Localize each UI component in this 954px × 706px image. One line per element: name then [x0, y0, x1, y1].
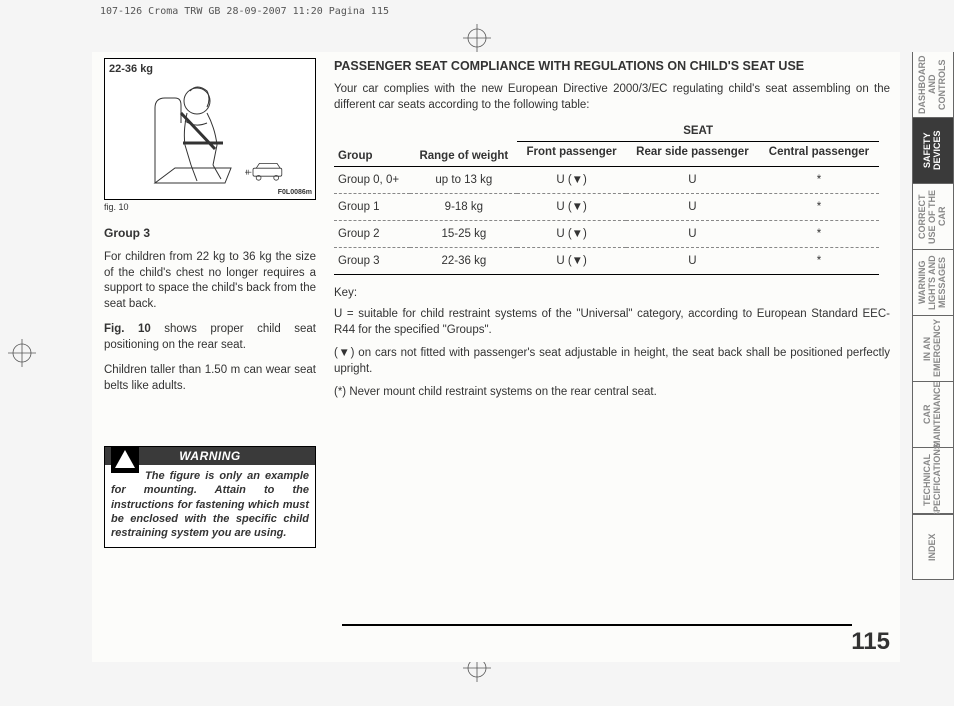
side-tab[interactable]: CAR MAINTENANCE — [912, 382, 954, 448]
table-body: Group 0, 0+up to 13 kgU (▼)U*Group 19-18… — [334, 167, 879, 275]
side-tab[interactable]: SAFETY DEVICES — [912, 118, 954, 184]
crop-mark-left — [8, 339, 36, 367]
cell-rear: U — [626, 221, 759, 248]
side-tab[interactable]: TECHNICAL SPECIFICATIONS — [912, 448, 954, 514]
side-tab[interactable]: INDEX — [912, 514, 954, 580]
cell-rear: U — [626, 167, 759, 194]
section-intro: Your car complies with the new European … — [334, 82, 890, 113]
cell-group: Group 3 — [334, 248, 410, 275]
th-seat: SEAT — [517, 121, 879, 142]
group3-para2: Fig. 10 shows proper child seat position… — [104, 322, 316, 353]
cell-front: U (▼) — [517, 248, 625, 275]
cell-rear: U — [626, 248, 759, 275]
cell-group: Group 2 — [334, 221, 410, 248]
crop-mark-top — [463, 24, 491, 52]
cell-group: Group 1 — [334, 194, 410, 221]
key-u: U = suitable for child restraint systems… — [334, 307, 890, 338]
cell-central: * — [759, 221, 879, 248]
group3-para1: For children from 22 kg to 36 kg the siz… — [104, 250, 316, 312]
cell-front: U (▼) — [517, 221, 625, 248]
left-column: 22-36 kg — [92, 52, 330, 662]
cell-weight: up to 13 kg — [410, 167, 517, 194]
compliance-table: Group Range of weight SEAT Front passeng… — [334, 121, 879, 275]
cell-weight: 9-18 kg — [410, 194, 517, 221]
cell-central: * — [759, 194, 879, 221]
group3-para3: Children taller than 1.50 m can wear sea… — [104, 363, 316, 394]
warning-icon: ! — [111, 447, 139, 473]
table-row: Group 215-25 kgU (▼)U* — [334, 221, 879, 248]
th-weight: Range of weight — [410, 121, 517, 166]
cell-group: Group 0, 0+ — [334, 167, 410, 194]
th-central: Central passenger — [759, 142, 879, 167]
cell-weight: 15-25 kg — [410, 221, 517, 248]
group3-title: Group 3 — [104, 226, 316, 240]
figure-caption: fig. 10 — [104, 202, 316, 212]
key-star: (*) Never mount child restraint systems … — [334, 385, 890, 401]
side-tab[interactable]: CORRECT USE OF THE CAR — [912, 184, 954, 250]
warning-body: ! The figure is only an example for moun… — [105, 465, 315, 546]
side-tabs: DASHBOARD AND CONTROLSSAFETY DEVICESCORR… — [912, 52, 954, 580]
table-row: Group 0, 0+up to 13 kgU (▼)U* — [334, 167, 879, 194]
table-row: Group 322-36 kgU (▼)U* — [334, 248, 879, 275]
th-rear-side: Rear side passenger — [626, 142, 759, 167]
child-seat-illustration — [135, 73, 295, 193]
th-group: Group — [334, 121, 410, 166]
print-header: 107-126 Croma TRW GB 28-09-2007 11:20 Pa… — [100, 6, 389, 17]
cell-weight: 22-36 kg — [410, 248, 517, 275]
right-column: PASSENGER SEAT COMPLIANCE WITH REGULATIO… — [330, 52, 900, 662]
side-tab[interactable]: WARNING LIGHTS AND MESSAGES — [912, 250, 954, 316]
warning-box: WARNING ! The figure is only an example … — [104, 446, 316, 547]
side-tab[interactable]: IN AN EMERGENCY — [912, 316, 954, 382]
page-number: 115 — [851, 628, 890, 656]
figure-10: 22-36 kg — [104, 58, 316, 200]
cell-central: * — [759, 248, 879, 275]
th-front: Front passenger — [517, 142, 625, 167]
table-row: Group 19-18 kgU (▼)U* — [334, 194, 879, 221]
side-tab[interactable]: DASHBOARD AND CONTROLS — [912, 52, 954, 118]
figure-code: F0L0086m — [278, 189, 312, 196]
key-label: Key: — [334, 287, 890, 299]
section-title: PASSENGER SEAT COMPLIANCE WITH REGULATIO… — [334, 58, 890, 74]
key-triangle: (▼) on cars not fitted with passenger's … — [334, 346, 890, 377]
cell-front: U (▼) — [517, 167, 625, 194]
cell-rear: U — [626, 194, 759, 221]
page-content: 22-36 kg — [92, 52, 900, 662]
cell-central: * — [759, 167, 879, 194]
page-rule — [342, 624, 852, 626]
cell-front: U (▼) — [517, 194, 625, 221]
